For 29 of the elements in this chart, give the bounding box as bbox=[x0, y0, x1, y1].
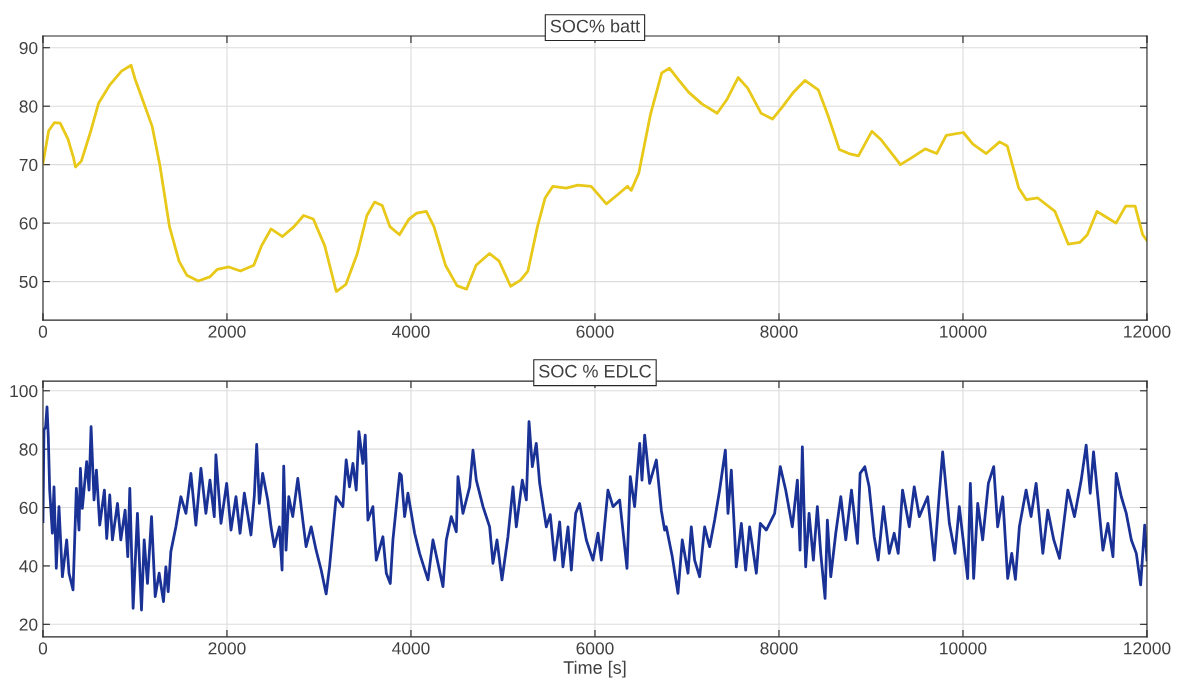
x-tick-label: 0 bbox=[38, 642, 48, 655]
x-tick-label: 12000 bbox=[1124, 325, 1171, 338]
x-tick-label: 0 bbox=[38, 325, 48, 338]
y-tick-label: 60 bbox=[19, 501, 38, 515]
y-tick-label: 60 bbox=[19, 217, 38, 230]
y-tick-label: 80 bbox=[19, 443, 38, 456]
y-tick-label: 40 bbox=[19, 560, 38, 573]
y-tick-label: 20 bbox=[19, 618, 38, 631]
chart-title: SOC % EDLC bbox=[539, 364, 651, 378]
x-tick-label: 2000 bbox=[208, 642, 246, 655]
x-tick-label: 10000 bbox=[940, 642, 987, 655]
x-tick-label: 6000 bbox=[576, 325, 614, 338]
x-tick-label: 8000 bbox=[760, 325, 798, 338]
y-tick-label: 90 bbox=[19, 41, 38, 55]
x-tick-label: 12000 bbox=[1124, 642, 1171, 655]
y-tick-label: 70 bbox=[19, 158, 38, 172]
x-axis-title: Time [s] bbox=[563, 660, 626, 678]
y-tick-label: 50 bbox=[19, 275, 38, 289]
x-tick-label: 8000 bbox=[760, 642, 798, 655]
line-series bbox=[42, 405, 1147, 612]
x-tick-label: 2000 bbox=[208, 325, 246, 338]
y-tick-label: 100 bbox=[10, 384, 38, 398]
chart-title: SOC% batt bbox=[550, 19, 640, 33]
line-series bbox=[42, 63, 1147, 293]
x-tick-label: 4000 bbox=[392, 642, 430, 655]
y-tick-label: 80 bbox=[19, 100, 38, 113]
x-tick-label: 6000 bbox=[576, 642, 614, 655]
x-tick-label: 4000 bbox=[392, 325, 430, 338]
x-tick-label: 10000 bbox=[940, 325, 987, 338]
